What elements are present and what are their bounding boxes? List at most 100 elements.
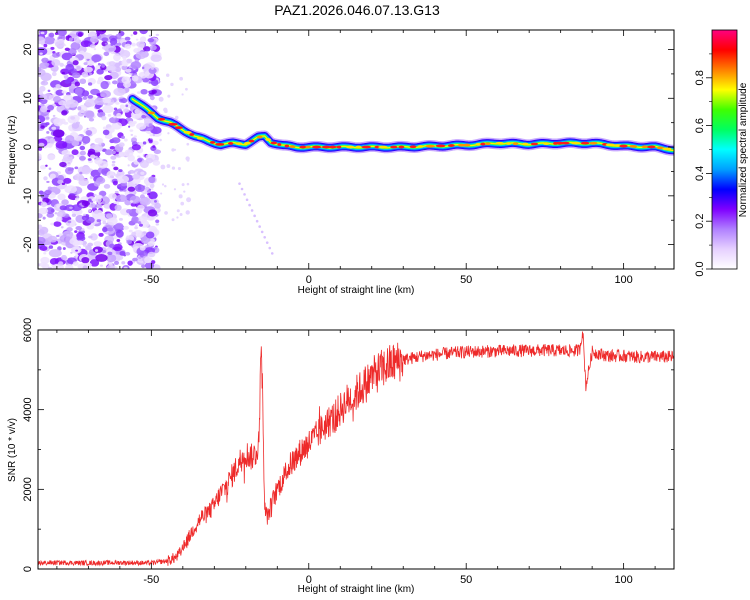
ridge-hotspot xyxy=(530,142,539,146)
noise-blob xyxy=(133,31,138,35)
noise-blob xyxy=(47,142,53,148)
noise-blob xyxy=(149,95,155,101)
noise-blob xyxy=(88,198,92,202)
snr-series-line xyxy=(38,331,674,567)
noise-blob xyxy=(98,160,109,169)
noise-blob xyxy=(57,179,64,185)
snr-xtick-label: -50 xyxy=(143,574,159,586)
noise-blob xyxy=(181,93,184,96)
noise-blob xyxy=(146,48,150,52)
noise-blob xyxy=(116,238,121,242)
noise-blob xyxy=(38,146,43,151)
noise-blob xyxy=(133,135,137,138)
noise-blob xyxy=(42,216,46,220)
noise-blob xyxy=(123,225,129,230)
ridge-hotspot xyxy=(484,142,491,146)
noise-blob xyxy=(59,234,71,243)
noise-blob xyxy=(159,138,162,142)
noise-blob xyxy=(130,34,133,37)
noise-blob xyxy=(40,80,49,86)
noise-streak-point xyxy=(248,203,251,207)
noise-blob xyxy=(39,62,49,70)
noise-blob xyxy=(61,71,65,75)
noise-blob xyxy=(87,148,96,155)
noise-blob xyxy=(67,220,72,224)
ridge-hotspot xyxy=(235,142,243,145)
noise-blob xyxy=(87,82,93,86)
noise-blob xyxy=(137,221,142,225)
noise-streak-point xyxy=(250,209,254,212)
noise-blob xyxy=(113,115,116,119)
noise-blob xyxy=(59,62,64,67)
noise-blob xyxy=(116,112,122,118)
noise-blob xyxy=(147,209,158,217)
noise-blob xyxy=(105,222,109,226)
noise-blob xyxy=(38,154,42,160)
noise-blob xyxy=(109,243,115,249)
noise-blob xyxy=(177,167,181,171)
noise-blob xyxy=(96,219,102,223)
noise-blob xyxy=(61,110,68,116)
spectrogram-ytick-label: 10 xyxy=(22,92,34,104)
noise-blob xyxy=(151,140,159,146)
noise-blob xyxy=(122,55,127,60)
ridge-hotspot xyxy=(495,141,504,145)
noise-blob xyxy=(131,137,138,143)
noise-blob xyxy=(114,260,120,265)
noise-blob xyxy=(87,60,94,67)
noise-blob xyxy=(102,97,112,104)
noise-blob xyxy=(62,153,73,162)
noise-blob xyxy=(52,52,61,58)
ridge-hotspot xyxy=(425,144,435,148)
noise-blob xyxy=(119,250,126,256)
noise-blob xyxy=(47,154,56,161)
noise-blob xyxy=(108,262,113,266)
noise-blob xyxy=(53,221,62,227)
noise-blob xyxy=(136,91,141,95)
noise-blob xyxy=(117,175,130,184)
noise-blob xyxy=(71,72,81,79)
noise-blob xyxy=(47,266,53,269)
noise-blob xyxy=(85,245,92,251)
noise-streak-point xyxy=(253,214,256,218)
ridge-hotspot xyxy=(662,147,672,151)
ridge-hotspot xyxy=(183,131,192,134)
noise-blob xyxy=(83,62,88,66)
noise-blob xyxy=(153,149,162,155)
noise-blob xyxy=(147,251,156,258)
ridge-hotspot xyxy=(328,145,337,149)
noise-blob xyxy=(102,227,108,233)
noise-blob xyxy=(45,164,48,167)
noise-blob xyxy=(141,114,147,119)
noise-blob xyxy=(104,42,109,45)
noise-blob xyxy=(51,59,61,67)
noise-blob xyxy=(148,90,152,94)
noise-blob xyxy=(141,264,146,269)
noise-blob xyxy=(160,164,166,170)
noise-blob xyxy=(131,216,139,224)
noise-blob xyxy=(103,51,110,57)
noise-blob xyxy=(57,193,66,201)
noise-blob xyxy=(113,201,117,205)
ridge-hotspot xyxy=(311,145,322,149)
noise-blob xyxy=(118,169,123,173)
snr-ytick-label: 2000 xyxy=(22,477,34,501)
noise-blob xyxy=(123,138,128,142)
noise-blob xyxy=(38,212,43,219)
noise-blob xyxy=(87,158,92,161)
noise-blob xyxy=(64,185,77,194)
noise-streak-point xyxy=(265,241,269,244)
spectrogram-ytick-label: 20 xyxy=(22,43,34,55)
noise-blob xyxy=(148,67,157,74)
noise-blob xyxy=(127,186,136,192)
noise-blob xyxy=(142,141,147,145)
noise-blob xyxy=(75,249,79,252)
noise-blob xyxy=(54,41,65,48)
noise-blob xyxy=(71,213,77,217)
noise-blob xyxy=(75,225,83,231)
noise-blob xyxy=(85,110,95,119)
noise-blob xyxy=(47,235,58,243)
noise-blob xyxy=(93,241,102,247)
noise-blob xyxy=(44,189,52,195)
snr-frame xyxy=(37,329,675,570)
